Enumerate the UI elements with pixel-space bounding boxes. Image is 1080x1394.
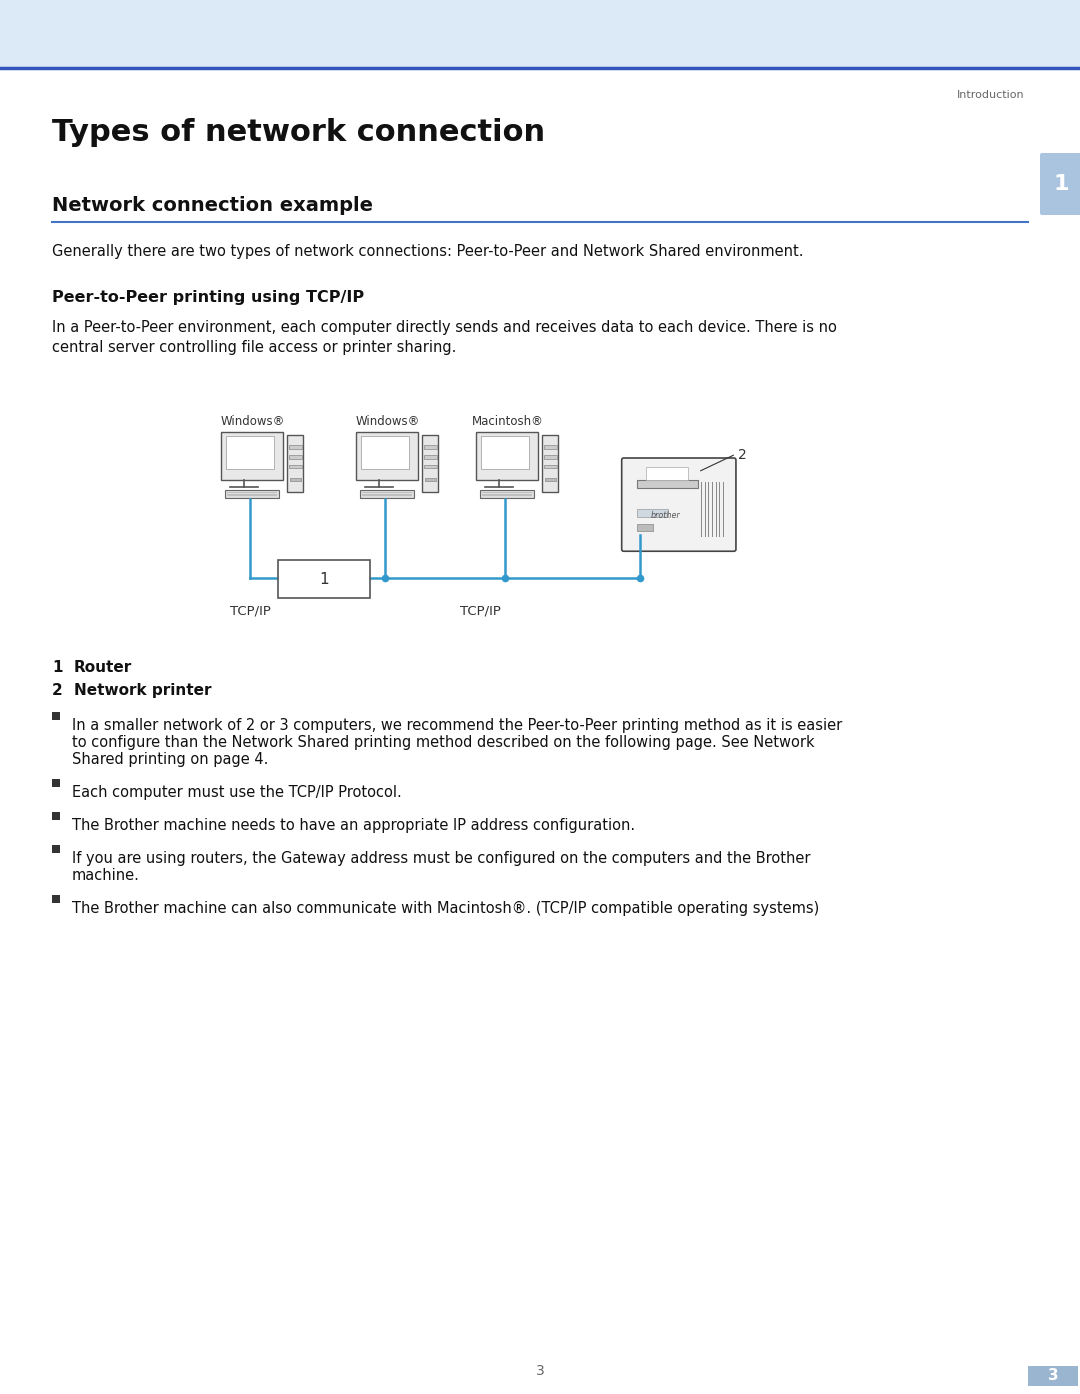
Bar <box>220 432 283 480</box>
Text: Router: Router <box>75 659 132 675</box>
Text: Macintosh®: Macintosh® <box>472 415 544 428</box>
Text: to configure than the Network Shared printing method described on the following : to configure than the Network Shared pri… <box>72 735 814 750</box>
Bar <box>543 464 556 468</box>
Text: Windows®: Windows® <box>220 415 285 428</box>
Bar <box>637 509 667 517</box>
Text: machine.: machine. <box>72 868 140 882</box>
Text: 1: 1 <box>1053 174 1069 194</box>
Text: In a smaller network of 2 or 3 computers, we recommend the Peer-to-Peer printing: In a smaller network of 2 or 3 computers… <box>72 718 842 733</box>
FancyBboxPatch shape <box>225 491 279 498</box>
Text: 1: 1 <box>52 659 63 675</box>
Text: 2: 2 <box>738 447 746 461</box>
FancyBboxPatch shape <box>622 459 735 551</box>
Text: 1: 1 <box>320 572 328 587</box>
Text: The Brother machine can also communicate with Macintosh®. (TCP/IP compatible ope: The Brother machine can also communicate… <box>72 901 820 916</box>
Bar <box>287 435 303 492</box>
Bar <box>423 445 436 449</box>
Text: Shared printing on page 4.: Shared printing on page 4. <box>72 751 268 767</box>
Bar <box>475 432 538 480</box>
Bar <box>542 435 558 492</box>
Bar <box>289 478 300 481</box>
Bar <box>52 845 60 853</box>
Text: Generally there are two types of network connections: Peer-to-Peer and Network S: Generally there are two types of network… <box>52 244 804 259</box>
Text: Each computer must use the TCP/IP Protocol.: Each computer must use the TCP/IP Protoc… <box>72 785 402 800</box>
Bar <box>422 435 438 492</box>
Text: central server controlling file access or printer sharing.: central server controlling file access o… <box>52 340 457 355</box>
Text: 2: 2 <box>52 683 63 698</box>
Bar <box>288 464 301 468</box>
Bar <box>355 432 418 480</box>
Bar <box>278 560 370 598</box>
FancyBboxPatch shape <box>1040 153 1080 215</box>
Bar <box>288 454 301 459</box>
Text: Introduction: Introduction <box>957 91 1025 100</box>
Bar <box>424 478 435 481</box>
Bar <box>637 524 653 531</box>
Text: brother: brother <box>651 510 680 520</box>
Text: 3: 3 <box>536 1363 544 1379</box>
Bar <box>544 478 555 481</box>
Bar <box>543 454 556 459</box>
FancyBboxPatch shape <box>360 491 414 498</box>
Text: In a Peer-to-Peer environment, each computer directly sends and receives data to: In a Peer-to-Peer environment, each comp… <box>52 321 837 335</box>
Text: TCP/IP: TCP/IP <box>460 605 500 618</box>
Text: Types of network connection: Types of network connection <box>52 118 545 146</box>
Text: If you are using routers, the Gateway address must be configured on the computer: If you are using routers, the Gateway ad… <box>72 850 810 866</box>
Bar <box>481 436 529 470</box>
Bar <box>1028 1366 1078 1386</box>
Text: Network printer: Network printer <box>75 683 212 698</box>
Bar <box>226 436 274 470</box>
Bar <box>0 0 1080 68</box>
Bar <box>52 811 60 820</box>
Bar <box>52 711 60 719</box>
Text: The Brother machine needs to have an appropriate IP address configuration.: The Brother machine needs to have an app… <box>72 818 635 834</box>
Bar <box>52 895 60 902</box>
Bar <box>52 778 60 786</box>
FancyBboxPatch shape <box>480 491 534 498</box>
Text: 3: 3 <box>1048 1369 1058 1383</box>
Text: Peer-to-Peer printing using TCP/IP: Peer-to-Peer printing using TCP/IP <box>52 290 364 305</box>
Text: TCP/IP: TCP/IP <box>230 605 270 618</box>
Bar <box>423 454 436 459</box>
Bar <box>423 464 436 468</box>
Bar <box>361 436 409 470</box>
Bar <box>637 480 698 488</box>
Bar <box>646 467 688 480</box>
Text: Windows®: Windows® <box>355 415 420 428</box>
Bar <box>288 445 301 449</box>
Text: Network connection example: Network connection example <box>52 197 373 215</box>
Bar <box>543 445 556 449</box>
